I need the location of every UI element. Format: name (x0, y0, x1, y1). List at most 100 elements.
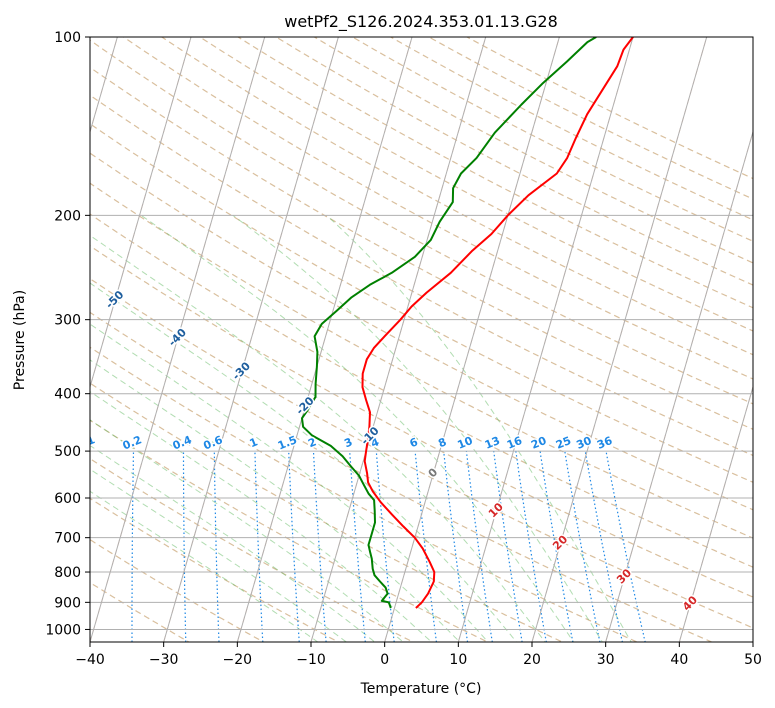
x-tick-label: 10 (449, 652, 467, 668)
freezing-level-label: 10 (486, 500, 506, 520)
y-axis-ticks: 100 200 300 400 500 600 700 800 900 1000 (45, 30, 90, 638)
y-tick-label: 400 (54, 387, 81, 403)
mixing-ratio-label: 16 (505, 434, 524, 452)
isotherm-grid-line (384, 37, 560, 642)
y-tick-label: 700 (54, 531, 81, 547)
mixing-ratio-label: 36 (595, 434, 614, 452)
mixing-ratio-label: 8 (436, 435, 448, 450)
isotherm-label: -30 (230, 359, 253, 382)
line-labels: 0.10.20.40.611.52346810131620253036-100-… (0, 197, 702, 615)
dry-adiabat (90, 581, 191, 642)
mixing-ratio-label: 25 (554, 434, 573, 452)
dry-adiabat (90, 123, 753, 483)
freezing-level-label: 0 (426, 465, 441, 480)
moist-adiabat (90, 490, 319, 642)
x-tick-label: 30 (597, 652, 615, 668)
moist-adiabat (232, 214, 603, 642)
mixing-ratio-label: 3 (342, 435, 354, 450)
mixing-ratio-line (605, 450, 646, 642)
x-tick-label: 40 (670, 652, 688, 668)
moist-adiabat (90, 323, 489, 642)
background-lines (82, 37, 753, 654)
profile-line (301, 37, 597, 609)
freezing-level-label: 40 (680, 593, 700, 613)
dry-adiabat (90, 245, 753, 598)
moist-adiabat (326, 214, 632, 642)
y-tick-label: 300 (54, 313, 81, 329)
mixing-ratio-line (443, 451, 469, 642)
mixing-ratio-line (493, 451, 523, 642)
isotherm-dashed-line (752, 640, 753, 642)
mixing-ratio-label: 6 (408, 435, 420, 450)
plot-frame (89, 36, 754, 643)
isotherm-grid-line (752, 640, 753, 642)
mixing-ratio-line (131, 451, 135, 642)
isotherm-dashed-line (605, 129, 753, 642)
x-tick-label: −20 (223, 652, 253, 668)
mixing-ratio-label: 1.5 (276, 433, 299, 452)
moist-adiabat (140, 214, 575, 642)
mixing-ratio-label: 1 (248, 435, 260, 450)
dry-adiabat (90, 278, 753, 629)
y-axis-label: Pressure (hPa) (12, 290, 28, 390)
isotherm-grid-line (605, 129, 753, 642)
mixing-ratio-line (515, 451, 547, 642)
moist-adiabat (90, 282, 518, 642)
isotherm-grid-line (163, 37, 339, 642)
dry-adiabat (427, 37, 753, 200)
dry-adiabat (90, 39, 753, 405)
moist-adiabat (90, 234, 546, 642)
moist-adiabat (90, 390, 433, 642)
mixing-ratio-label: 0.1 (74, 433, 97, 452)
y-tick-label: 1000 (45, 622, 81, 638)
dry-adiabat (351, 37, 753, 242)
isotherm-grid-line (457, 37, 634, 642)
isotherm-grid-line (90, 37, 192, 389)
mixing-ratio-label: 0.2 (121, 433, 144, 452)
isotherm-dashed-line (678, 385, 753, 642)
profile-series (301, 37, 634, 609)
mixing-ratio-label: 0.6 (202, 433, 225, 452)
dry-adiabat (90, 152, 753, 511)
dry-adiabat (90, 497, 340, 642)
isotherm-label: -20 (293, 394, 316, 417)
isotherm-label: -50 (103, 288, 126, 311)
moist-adiabat (90, 444, 376, 642)
y-tick-label: 600 (54, 491, 81, 507)
grid-lines (90, 37, 753, 642)
moist-adiabat (90, 359, 461, 642)
y-tick-label: 800 (54, 565, 81, 581)
x-axis-ticks: −40 −30 −20 −10 0 10 20 30 40 50 (75, 642, 762, 668)
dry-adiabat (90, 457, 415, 642)
dry-adiabat (122, 37, 753, 380)
dry-adiabat (90, 311, 714, 642)
mixing-ratio-line (312, 451, 327, 642)
mixing-ratio-label: 13 (483, 434, 502, 452)
mixing-ratio-label: 0.4 (171, 433, 194, 452)
dry-adiabat (465, 37, 753, 180)
isotherm-label: -70 (0, 197, 6, 220)
mixing-ratio-line (82, 451, 87, 654)
moist-adiabat (90, 468, 348, 642)
dry-adiabat (90, 538, 265, 642)
dry-adiabat (90, 419, 489, 642)
mixing-ratio-line (254, 451, 264, 642)
x-tick-label: −30 (149, 652, 179, 668)
dry-adiabat (160, 37, 753, 356)
isotherm-label: -60 (43, 242, 66, 265)
isotherm-grid-line (531, 37, 708, 642)
mixing-ratio-line (414, 451, 438, 642)
isotherm-grid-line (678, 385, 753, 642)
mixing-ratio-line (465, 451, 493, 642)
y-tick-label: 900 (54, 595, 81, 611)
x-tick-label: 0 (380, 652, 389, 668)
y-tick-label: 500 (54, 444, 81, 460)
dry-adiabat (90, 382, 564, 642)
freezing-level-label: 30 (614, 566, 634, 586)
dry-adiabat (313, 37, 753, 264)
dry-adiabat (90, 182, 753, 539)
x-tick-label: −10 (296, 652, 326, 668)
moist-adiabat (90, 419, 404, 642)
dry-adiabat (90, 94, 753, 457)
mixing-ratio-line (375, 451, 395, 642)
